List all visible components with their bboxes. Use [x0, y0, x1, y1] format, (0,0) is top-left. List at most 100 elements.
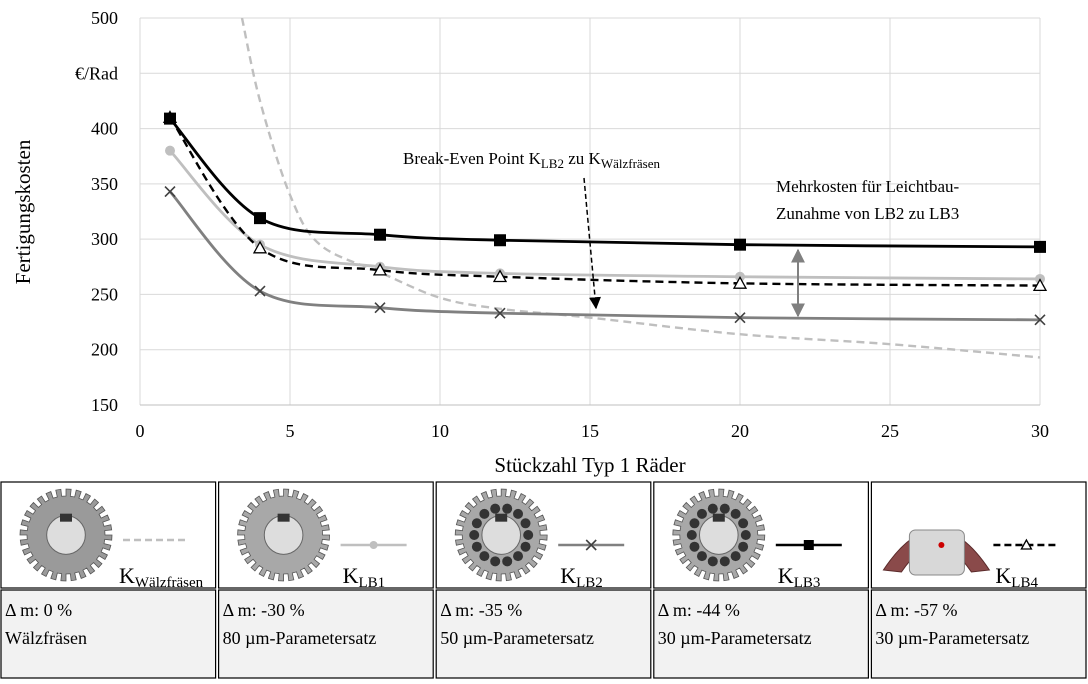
parameter: 30 µm-Parametersatz	[875, 628, 1029, 648]
legend-cell: KLB4 Δ m: -57 % 30 µm-Parametersatz	[870, 481, 1087, 679]
legend-marker	[803, 540, 814, 550]
legend-name: K	[778, 563, 794, 588]
y-tick-label: €/Rad	[75, 63, 118, 83]
gear-hole	[689, 518, 700, 529]
parameter: 50 µm-Parametersatz	[440, 628, 594, 648]
legend-sub: LB1	[358, 575, 385, 591]
gear-hole	[469, 530, 480, 540]
legend-sub: LB3	[794, 575, 821, 591]
point	[254, 212, 266, 225]
annotation-part: zu K	[564, 149, 602, 168]
legend-marker	[369, 541, 378, 549]
series-line	[240, 18, 1040, 359]
gear-hole	[730, 508, 741, 519]
gear-hole	[696, 508, 707, 519]
legend-cell: KLB3 Δ m: -44 % 30 µm-Parametersatz	[653, 481, 869, 679]
legend-marker	[585, 539, 597, 551]
cell-top	[870, 481, 1087, 589]
gear-hole	[471, 541, 482, 552]
gear-hole	[523, 530, 534, 540]
gear-keyway	[277, 513, 290, 522]
x-tick-label: 30	[1031, 421, 1049, 441]
series-line	[169, 116, 1040, 287]
point	[254, 285, 266, 297]
point	[252, 240, 268, 254]
gear-keyway	[712, 513, 725, 522]
legend-label: KLB4	[995, 563, 1038, 591]
point	[372, 262, 388, 276]
y-tick-label: 200	[91, 340, 118, 360]
point	[374, 228, 386, 241]
gear-keyway	[60, 513, 72, 522]
parameter: 30 µm-Parametersatz	[658, 628, 812, 648]
point	[164, 112, 176, 125]
point	[374, 302, 386, 314]
gear-hole	[738, 518, 749, 529]
gear-hole	[502, 556, 513, 567]
y-tick-label: 500	[91, 8, 118, 28]
annotation-part: LB2	[541, 156, 564, 171]
gear-hole	[513, 551, 524, 562]
annotation-arrow	[583, 177, 601, 310]
gear-hole	[707, 556, 718, 567]
legend-name: K	[995, 563, 1011, 588]
y-tick-label: 300	[91, 229, 118, 249]
cell-bottom	[435, 589, 652, 679]
point	[734, 312, 746, 324]
legend-sub: LB4	[1011, 575, 1038, 591]
gear-hole	[686, 530, 697, 540]
legend-sub: Wälzfräsen	[135, 575, 204, 591]
gear-hole	[707, 503, 718, 514]
legend-label: KLB1	[343, 563, 386, 591]
point	[164, 186, 176, 198]
parameter: 80 µm-Parametersatz	[223, 628, 377, 648]
cell-bottom	[653, 589, 869, 679]
gear-hole	[719, 556, 730, 567]
gear-hole	[520, 541, 531, 552]
gear-hole	[740, 530, 751, 540]
legend-name: K	[560, 563, 576, 588]
x-tick-label: 20	[731, 421, 749, 441]
gear-hole	[719, 503, 730, 514]
point	[1032, 278, 1048, 292]
point	[494, 234, 506, 247]
gear-hole	[479, 508, 490, 519]
delta-m: Δ m: -35 %	[440, 600, 522, 620]
x-axis-label: Stückzahl Typ 1 Räder	[494, 453, 685, 477]
legend-name: K	[119, 563, 135, 588]
gear-hole	[471, 518, 482, 529]
gear-hole	[696, 551, 707, 562]
legend-cell: KLB1 Δ m: -30 % 80 µm-Parametersatz	[218, 481, 434, 679]
annotation: Mehrkosten für Leichtbau-	[776, 177, 959, 196]
y-tick-label: 400	[91, 119, 118, 139]
cell-bottom	[0, 589, 217, 679]
point	[494, 307, 506, 319]
legend-sub: LB2	[576, 575, 603, 591]
delta-m: Δ m: -44 %	[658, 600, 740, 620]
gear-hole	[730, 551, 741, 562]
point	[1034, 314, 1046, 326]
y-tick-label: 150	[91, 395, 118, 415]
x-tick-label: 0	[136, 421, 145, 441]
legend-label: KLB2	[560, 563, 603, 591]
y-axis-label: Fertigungskosten	[11, 139, 35, 284]
annotation: Zunahme von LB2 zu LB3	[776, 204, 959, 223]
gear-hub	[908, 529, 965, 576]
point	[732, 276, 748, 289]
gear-hole	[520, 518, 531, 529]
gear-hole	[490, 503, 501, 514]
gear-keyway	[495, 513, 508, 522]
x-tick-label: 10	[431, 421, 449, 441]
x-tick-label: 25	[881, 421, 899, 441]
delta-m: Δ m: -57 %	[875, 600, 957, 620]
x-tick-label: 15	[581, 421, 599, 441]
point	[492, 269, 508, 283]
gear-hole	[490, 556, 501, 567]
annotation-part: Wälzfräsen	[601, 156, 661, 171]
legend-cell: KLB2 Δ m: -35 % 50 µm-Parametersatz	[435, 481, 652, 679]
parameter: Wälzfräsen	[5, 628, 87, 648]
point	[1034, 240, 1046, 253]
annotation: Break-Even Point KLB2 zu KWälzfräsen	[403, 149, 660, 171]
